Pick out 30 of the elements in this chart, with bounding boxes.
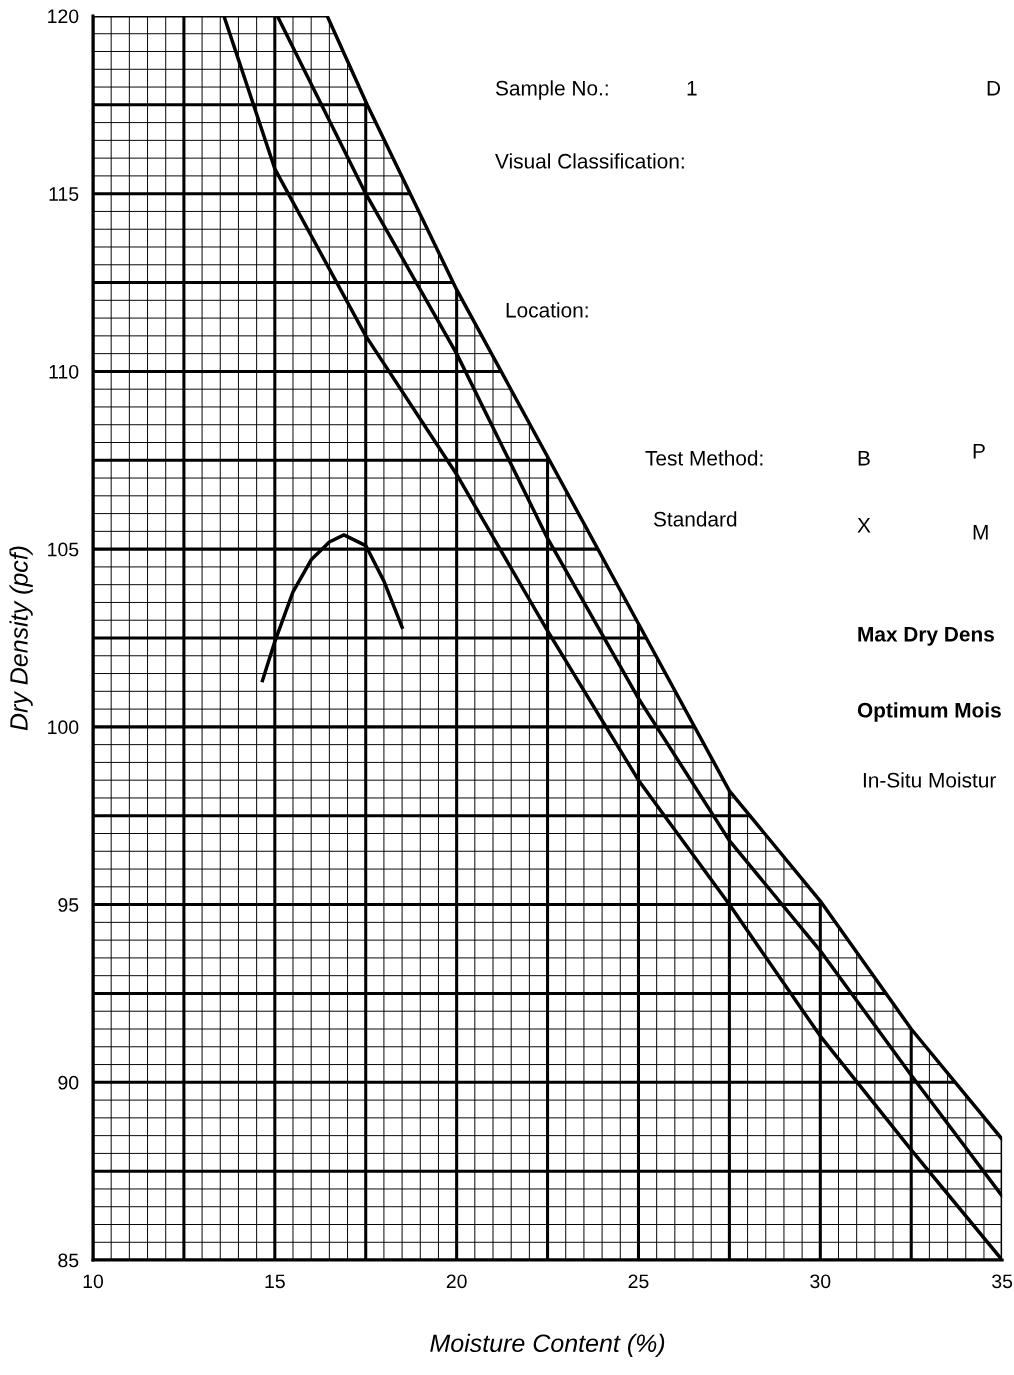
y-tick-label: 85 [58,1253,79,1268]
annotation: B [858,451,870,466]
x-tick-label: 20 [446,1274,467,1289]
y-tick-label: 105 [48,542,79,557]
x-tick-label: 35 [992,1274,1013,1289]
x-tick-label: 25 [628,1274,649,1289]
y-tick-label: 90 [58,1075,79,1090]
annotation: Sample No.: [495,80,608,100]
y-tick-label: 100 [48,720,79,735]
annotation: 1 [687,81,697,96]
annotation: D [987,81,1001,96]
y-tick-label: 110 [49,364,79,379]
annotation: Standard [653,511,737,527]
y-axis-title: Dry Density (pcf) [9,546,33,731]
y-tick-label: 120 [48,9,79,24]
y-tick-label: 95 [58,898,79,912]
x-tick-label: 10 [83,1274,104,1289]
annotation: M [973,525,988,540]
x-tick-label: 30 [810,1274,831,1289]
annotation: X [857,518,871,533]
annotation: In-Situ Moistur [863,772,996,788]
annotation: Location: [506,302,588,318]
annotation: Test Method: [645,450,763,466]
y-tick-label: 115 [49,187,79,201]
annotation: P [973,444,985,459]
annotation: Optimum Mois [857,702,1001,722]
x-tick-label: 15 [265,1274,285,1289]
annotation: Max Dry Dens [858,627,994,646]
x-axis-title: Moisture Content (%) [430,1333,665,1358]
annotation: Visual Classification: [495,153,684,169]
